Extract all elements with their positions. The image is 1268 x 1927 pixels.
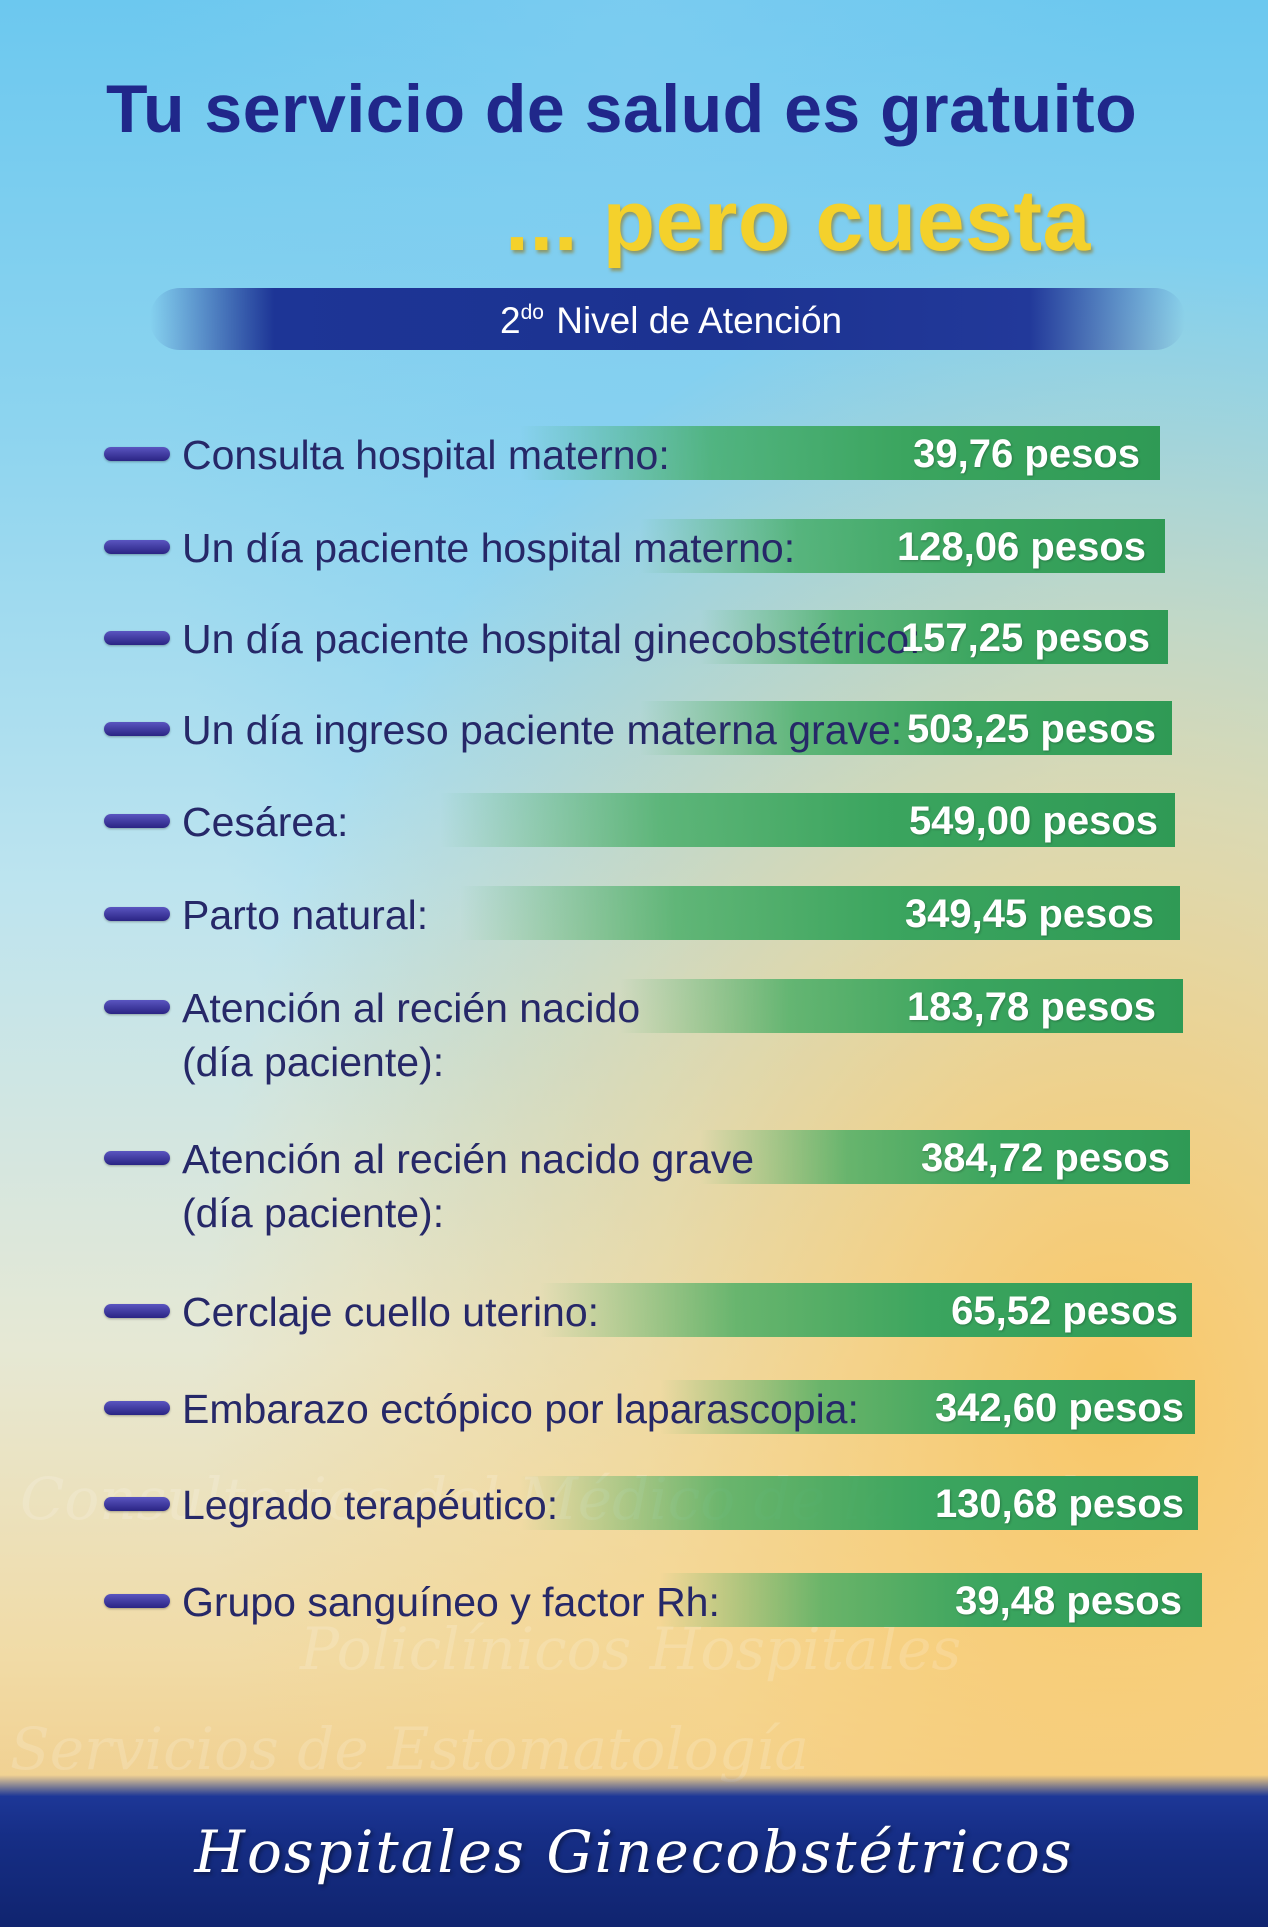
row-price: 183,78 pesos [906, 985, 1156, 1029]
row-label-continuation: (día paciente): [182, 1039, 445, 1085]
row-label: Cerclaje cuello uterino: [182, 1289, 600, 1335]
row-price: 39,76 pesos [913, 432, 1140, 476]
price-bar [520, 1476, 1198, 1530]
row-label: Un día paciente hospital materno: [182, 525, 796, 571]
row-price: 503,25 pesos [906, 707, 1156, 751]
row-label: Atención al recién nacido grave [182, 1136, 755, 1182]
price-bar [620, 979, 1183, 1033]
bullet-marker [104, 1000, 170, 1014]
row-label: Consulta hospital materno: [182, 432, 670, 478]
footer-band [0, 1775, 1268, 1927]
level-ordinal-suffix: do [520, 301, 544, 324]
row-label: Atención al recién nacido [182, 985, 641, 1031]
row-price: 549,00 pesos [908, 799, 1158, 843]
row-label-continuation: (día paciente): [182, 1190, 445, 1236]
price-bar [640, 701, 1172, 755]
level-heading: 2do Nivel de Atención [500, 300, 842, 342]
row-label: Grupo sanguíneo y factor Rh: [182, 1579, 720, 1625]
row-price: 349,45 pesos [904, 892, 1154, 936]
bullet-marker [104, 907, 170, 921]
price-bar [660, 1380, 1195, 1434]
bullet-marker [104, 631, 170, 645]
bullet-marker [104, 447, 170, 461]
row-price: 157,25 pesos [900, 616, 1150, 660]
bullet-marker [104, 1497, 170, 1511]
price-bar [520, 426, 1160, 480]
row-price: 342,60 pesos [934, 1386, 1184, 1430]
bullet-marker [104, 1401, 170, 1415]
bullet-marker [104, 1304, 170, 1318]
footer-title: Hospitales Ginecobstétricos [194, 1818, 1074, 1886]
poster-title: Tu servicio de salud es gratuito [106, 71, 1138, 147]
row-label: Legrado terapéutico: [182, 1482, 559, 1528]
row-label: Parto natural: [182, 892, 429, 938]
row-price: 65,52 pesos [951, 1289, 1178, 1333]
bullet-marker [104, 1594, 170, 1608]
row-label: Cesárea: [182, 799, 349, 845]
bullet-marker [104, 814, 170, 828]
row-label: Un día paciente hospital ginecobstétrico… [182, 616, 921, 662]
watermark-line-3: Servicios de Estomatología [10, 1715, 810, 1783]
row-label: Embarazo ectópico por laparascopia: [182, 1386, 859, 1432]
price-bar [700, 1130, 1190, 1184]
bullet-marker [104, 540, 170, 554]
row-price: 384,72 pesos [920, 1136, 1170, 1180]
price-bar [540, 1283, 1192, 1337]
row-price: 39,48 pesos [955, 1579, 1182, 1623]
bullet-marker [104, 722, 170, 736]
poster-subtitle: ... pero cuesta [505, 173, 1091, 269]
level-banner [150, 288, 1185, 350]
price-bar [440, 793, 1175, 847]
row-label: Un día ingreso paciente materna grave: [182, 707, 903, 753]
price-bar [640, 519, 1165, 573]
price-bar [660, 1573, 1202, 1627]
row-price: 128,06 pesos [896, 525, 1146, 569]
level-text: Nivel de Atención [556, 300, 843, 341]
price-bar [700, 610, 1168, 664]
level-ordinal: 2 [500, 300, 521, 341]
bullet-marker [104, 1151, 170, 1165]
row-price: 130,68 pesos [934, 1482, 1184, 1526]
price-bar [460, 886, 1180, 940]
